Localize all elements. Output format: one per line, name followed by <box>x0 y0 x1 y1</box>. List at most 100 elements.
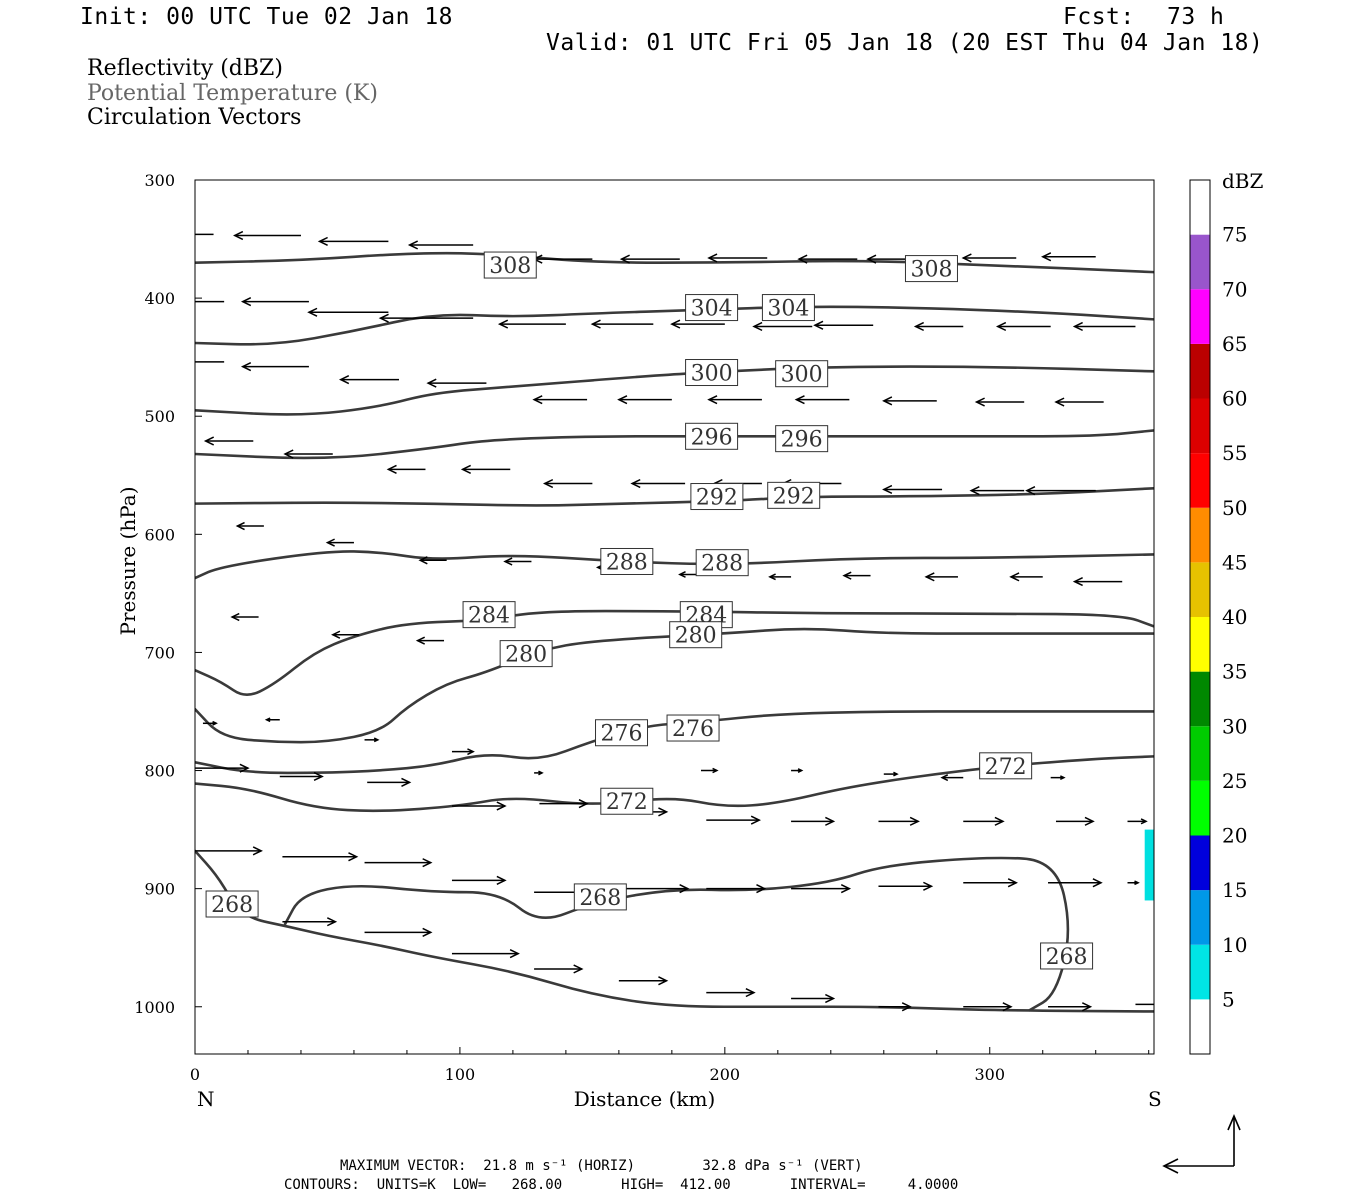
theta-contour-308 <box>195 251 1154 274</box>
max-vector-note: MAXIMUM VECTOR: 21.8 m s⁻¹ (HORIZ) 32.8 … <box>340 1158 863 1174</box>
circulation-vector <box>878 816 920 826</box>
contour-label: 300 <box>691 362 733 387</box>
contour-label: 292 <box>773 484 815 509</box>
circulation-vector <box>995 321 1051 332</box>
contour-label-box <box>595 719 649 747</box>
circulation-vector <box>707 395 762 405</box>
y-tick-label: 1000 <box>134 998 175 1017</box>
circulation-vector <box>630 478 686 489</box>
circulation-vector <box>542 478 593 489</box>
circulation-vector <box>1055 816 1095 826</box>
contour-label-box <box>669 621 723 649</box>
circulation-vector <box>534 770 544 776</box>
theta-contour-276 <box>195 710 1154 775</box>
contour-label-box <box>499 640 553 668</box>
colorbar-bin <box>1190 562 1210 617</box>
circulation-vector <box>451 801 507 811</box>
circulation-vector <box>797 254 858 264</box>
colorbar-tick-label: 15 <box>1222 878 1247 902</box>
circulation-vector <box>1041 252 1096 262</box>
colorbar-tick-label: 70 <box>1222 277 1247 301</box>
theta-contour-292 <box>195 486 1154 507</box>
circulation-vector <box>768 573 792 581</box>
colorbar-bin <box>1190 617 1210 672</box>
colorbar-tick-label: 50 <box>1222 496 1247 520</box>
valid-time: Valid: 01 UTC Fri 05 Jan 18 (20 EST Thu … <box>546 30 1264 56</box>
contour-label: 304 <box>767 297 809 322</box>
contour-label: 288 <box>701 552 743 577</box>
circulation-vector <box>1072 321 1136 332</box>
circulation-vector <box>195 233 214 236</box>
colorbar-bin <box>1190 944 1210 1000</box>
circulation-vector <box>307 307 389 317</box>
circulation-vector <box>386 464 426 474</box>
circulation-vector <box>974 397 1025 407</box>
contour-label-box <box>690 483 744 511</box>
circulation-vector <box>791 816 836 826</box>
circulation-vector <box>617 395 672 405</box>
circulation-vector <box>534 964 584 974</box>
colorbar-bin <box>1190 671 1210 727</box>
circulation-vector <box>924 572 958 582</box>
circulation-vector <box>940 774 964 782</box>
forecast-hour-label: Fcst: <box>1063 4 1135 30</box>
circulation-vector <box>619 254 680 264</box>
y-axis-title: Pressure (hPa) <box>116 487 140 636</box>
circulation-vector <box>752 321 813 332</box>
circulation-vector <box>624 884 690 894</box>
circulation-vector <box>235 521 264 531</box>
circulation-vector <box>497 319 566 329</box>
colorbar-tick-label: 60 <box>1222 387 1247 411</box>
circulation-vector <box>969 486 1025 496</box>
circulation-vector <box>813 320 874 330</box>
colorbar-bin <box>1190 835 1210 891</box>
theta-contour-268 <box>195 849 1154 1013</box>
circulation-vector <box>418 556 447 565</box>
contour-label-box <box>600 787 654 815</box>
circulation-vector <box>961 253 1017 263</box>
circulation-vector <box>451 875 507 885</box>
colorbar-tick-label: 5 <box>1222 987 1235 1011</box>
contour-label-box <box>600 547 654 575</box>
colorbar-tick-label: 35 <box>1222 660 1247 684</box>
contour-label-box <box>767 481 821 509</box>
circulation-vector <box>700 767 719 774</box>
circulation-vector <box>283 449 333 459</box>
circulation-vector <box>202 720 218 726</box>
circulation-vector <box>282 852 359 862</box>
colorbar-bin <box>1190 453 1210 508</box>
circulation-vector <box>203 436 254 446</box>
circulation-vector <box>230 612 259 622</box>
circulation-vector <box>195 300 225 303</box>
circulation-vector <box>883 771 899 777</box>
y-tick-label: 600 <box>144 525 175 544</box>
circulation-vector <box>364 927 433 937</box>
circulation-vector <box>1127 880 1140 886</box>
circulation-vector <box>618 976 669 986</box>
circulation-vector <box>1048 878 1103 888</box>
theta-contour-280 <box>195 627 1154 744</box>
circulation-vector <box>963 816 1005 826</box>
contour-label: 272 <box>606 790 648 815</box>
contour-label-box <box>761 294 815 322</box>
theta-contour-296 <box>195 429 1154 460</box>
x-tick-label: 200 <box>710 1065 741 1084</box>
contour-label-box <box>462 601 516 629</box>
circulation-vector <box>882 396 937 406</box>
colorbar-tick-label: 25 <box>1222 769 1247 793</box>
contour-label: 280 <box>675 624 717 649</box>
circulation-vector <box>706 884 767 894</box>
circulation-vector <box>842 571 871 580</box>
theta-contour-268 <box>283 856 1070 1012</box>
contour-label: 280 <box>505 643 547 668</box>
circulation-vector <box>233 230 301 241</box>
circulation-vector <box>331 630 360 639</box>
circulation-vector <box>963 878 1018 888</box>
contour-label: 268 <box>1046 945 1088 970</box>
circulation-vector <box>325 538 354 547</box>
circulation-vector <box>378 313 474 323</box>
contour-label: 288 <box>606 550 648 575</box>
circulation-vector <box>1050 775 1066 781</box>
circulation-vector <box>963 1002 1013 1012</box>
circulation-vector <box>338 375 399 385</box>
